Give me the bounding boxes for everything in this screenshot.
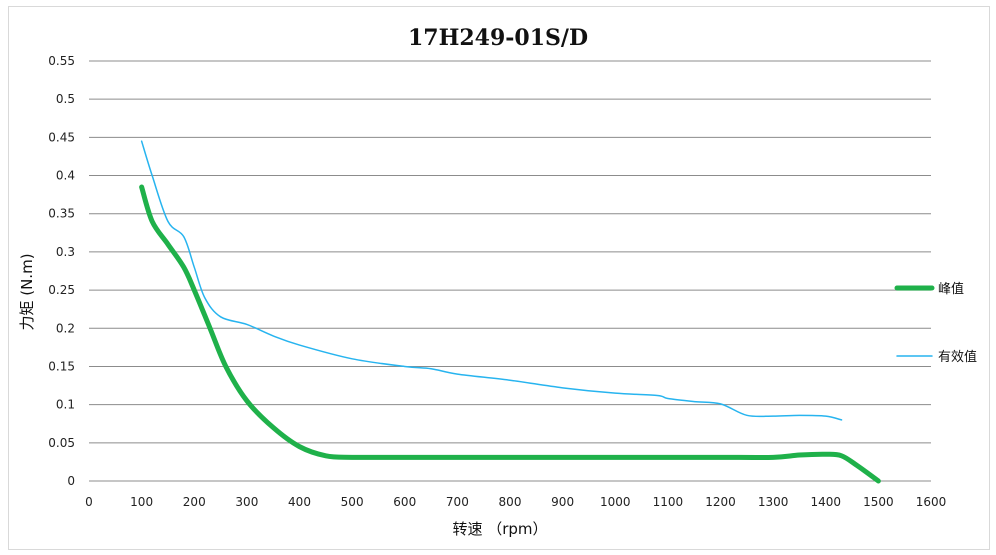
x-tick-label: 100 xyxy=(130,495,153,509)
x-tick-label: 200 xyxy=(183,495,206,509)
y-tick-label: 0.55 xyxy=(48,54,75,68)
x-tick-label: 1100 xyxy=(653,495,684,509)
y-tick-label: 0 xyxy=(67,474,75,488)
x-tick-label: 400 xyxy=(288,495,311,509)
legend-label: 峰值 xyxy=(938,281,964,297)
x-tick-label: 600 xyxy=(393,495,416,509)
x-tick-label: 1400 xyxy=(810,495,841,509)
series-lines xyxy=(139,140,881,484)
x-tick-label: 0 xyxy=(85,495,93,509)
x-tick-label: 1000 xyxy=(600,495,631,509)
x-tick-label: 1500 xyxy=(863,495,894,509)
x-tick-label: 800 xyxy=(499,495,522,509)
series-line-rms xyxy=(140,140,843,421)
chart-title: 17H249-01S/D xyxy=(408,25,588,51)
y-tick-label: 0.45 xyxy=(48,130,75,144)
series-line-peak xyxy=(139,184,881,484)
y-tick-label: 0.1 xyxy=(56,398,75,412)
x-tick-label: 1200 xyxy=(705,495,736,509)
x-tick-label: 1600 xyxy=(916,495,947,509)
x-axis-label: 转速 （rpm） xyxy=(452,520,547,538)
x-tick-label: 700 xyxy=(446,495,469,509)
y-tick-label: 0.35 xyxy=(48,207,75,221)
y-tick-label: 0.05 xyxy=(48,436,75,450)
y-tick-label: 0.3 xyxy=(56,245,75,259)
y-tick-label: 0.5 xyxy=(56,92,75,106)
x-tick-label: 500 xyxy=(341,495,364,509)
y-tick-label: 0.4 xyxy=(56,169,75,183)
gridlines xyxy=(89,60,931,482)
x-tick-label: 300 xyxy=(235,495,258,509)
x-tick-label: 900 xyxy=(551,495,574,509)
y-tick-label: 0.2 xyxy=(56,321,75,335)
y-tick-label: 0.15 xyxy=(48,359,75,373)
y-axis-ticks: 0 0.05 0.1 0.15 0.2 0.25 0.3 0.35 0.4 0.45 0.5 0.55 xyxy=(48,54,75,488)
x-axis-ticks: 0 100 200 300 400 500 600 700 800 900 1000 1100 1200… xyxy=(85,495,946,509)
y-tick-label: 0.25 xyxy=(48,283,75,297)
legend-label: 有效值 xyxy=(938,349,977,365)
x-tick-label: 1300 xyxy=(758,495,789,509)
y-axis-label: 力矩 (N.m) xyxy=(18,253,36,330)
